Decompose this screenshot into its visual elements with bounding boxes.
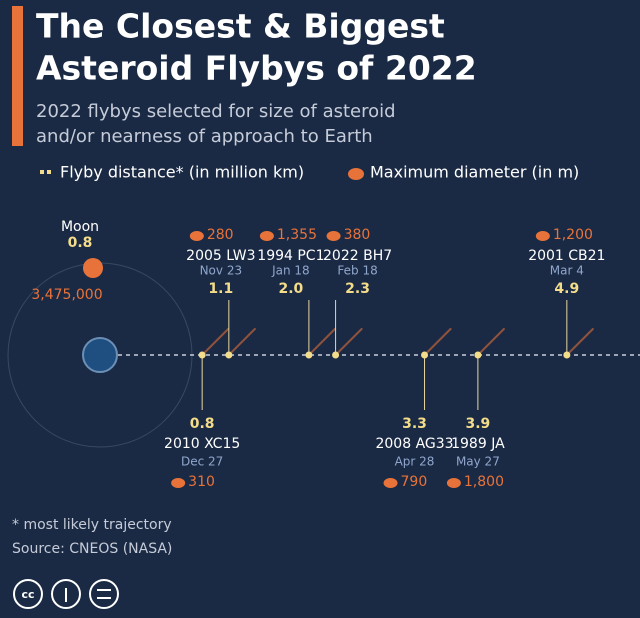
trajectory (227, 328, 256, 356)
flyby-date: Jan 18 (271, 264, 310, 278)
legend-swatch (348, 168, 364, 180)
subtitle: 2022 flybys selected for size of asteroi… (36, 101, 396, 122)
footnote: * most likely trajectory (12, 517, 172, 533)
diameter-label: 310 (188, 474, 215, 490)
flyby-point (198, 351, 206, 359)
moon-label: Moon (61, 219, 99, 235)
flyby-point (332, 351, 340, 359)
flyby-date: Mar 4 (550, 264, 584, 278)
distance-label: 2.0 (278, 281, 303, 297)
flyby-point (474, 351, 482, 359)
trajectory (565, 328, 594, 356)
diameter-icon (535, 231, 550, 241)
flyby-point (305, 351, 313, 359)
diameter-label: 380 (344, 227, 371, 243)
legend-label: Flyby distance* (in million km) (60, 163, 304, 182)
legend-swatch (47, 170, 51, 174)
legend-swatch (40, 170, 44, 174)
earth (82, 337, 118, 373)
asteroid-name: 1994 PC1 (257, 248, 324, 264)
trajectory (201, 328, 230, 356)
flyby-date: Feb 18 (337, 264, 377, 278)
asteroid-name: 1989 JA (451, 436, 505, 452)
flyby-point (563, 351, 571, 359)
asteroid-name: 2005 LW3 (186, 248, 255, 264)
asteroid-name: 2008 AG33 (375, 436, 453, 452)
distance-label: 3.3 (402, 416, 427, 432)
diameter-label: 1,800 (464, 474, 504, 490)
diameter-icon (446, 478, 461, 488)
trajectory (476, 328, 505, 356)
trajectory (307, 328, 336, 356)
subtitle: and/or nearness of approach to Earth (36, 126, 373, 147)
distance-label: 1.1 (208, 281, 233, 297)
moon (83, 258, 103, 278)
legend-label: Maximum diameter (in m) (370, 163, 579, 182)
diameter-label: 1,200 (553, 227, 593, 243)
flyby-date: May 27 (456, 455, 500, 469)
accent-bar (12, 6, 23, 146)
title: Asteroid Flybys of 2022 (36, 49, 477, 88)
flyby-date: Apr 28 (395, 455, 435, 469)
trajectory (423, 328, 452, 356)
flyby-date: Nov 23 (200, 264, 243, 278)
diameter-label: 790 (401, 474, 428, 490)
asteroid-name: 2010 XC15 (164, 436, 240, 452)
trajectory (334, 328, 363, 356)
flyby-point (225, 351, 233, 359)
moon-diameter: 3,475,000 (31, 287, 102, 303)
distance-label: 3.9 (465, 416, 490, 432)
title: The Closest & Biggest (36, 7, 445, 46)
diameter-icon (171, 478, 186, 488)
distance-label: 0.8 (190, 416, 215, 432)
distance-label: 4.9 (554, 281, 579, 297)
moon-distance: 0.8 (68, 235, 93, 251)
distance-label: 2.3 (345, 281, 370, 297)
diameter-icon (189, 231, 204, 241)
asteroid-name: 2022 BH7 (323, 248, 392, 264)
asteroid-name: 2001 CB21 (528, 248, 605, 264)
diameter-icon (383, 478, 398, 488)
license-cc: cc (21, 588, 34, 601)
diameter-label: 280 (207, 227, 234, 243)
diameter-icon (326, 231, 341, 241)
flyby-date: Dec 27 (181, 455, 223, 469)
flyby-point (421, 351, 429, 359)
license-icons (13, 579, 119, 609)
diameter-label: 1,355 (277, 227, 317, 243)
source: Source: CNEOS (NASA) (12, 541, 172, 557)
diameter-icon (259, 231, 274, 241)
